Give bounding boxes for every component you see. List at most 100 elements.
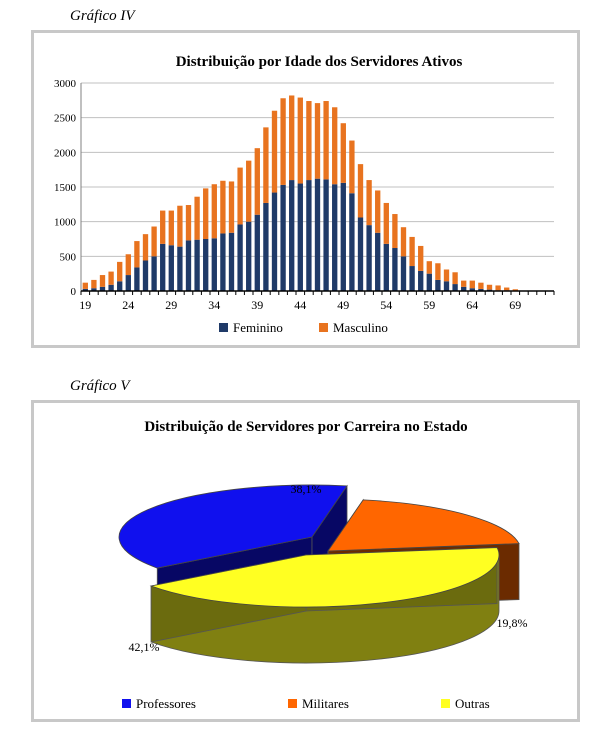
bar-masculino-28 [160,210,166,244]
bar-feminino-63 [461,286,467,291]
bar-masculino-30 [177,205,183,247]
bar-masculino-56 [400,227,407,257]
bar-feminino-27 [151,256,157,291]
y-tick-label: 3000 [54,78,77,90]
bar-masculino-35 [220,180,226,234]
slice-militares [327,499,520,552]
bar-masculino-50 [349,140,355,194]
bar-feminino-50 [349,193,355,291]
bar-masculino-60 [435,263,441,280]
bar-feminino-25 [134,267,140,291]
legend-swatch-militares [288,699,297,708]
bar-feminino-23 [117,281,123,291]
bar-masculino-65 [478,282,484,289]
bar-chart-frame: Distribuição por Idade dos Servidores At… [31,30,580,348]
pie-chart-title: Distribuição de Servidores por Carreira … [144,419,467,435]
x-tick-label: 19 [79,298,91,312]
bar-feminino-21 [99,286,106,291]
legend-swatch-masculino [319,323,328,332]
bar-feminino-53 [375,232,381,291]
bar-feminino-60 [435,279,441,291]
bar-feminino-20 [91,288,97,291]
y-tick-label: 0 [71,286,77,298]
bar-masculino-64 [469,280,475,289]
bar-masculino-42 [280,98,286,185]
bar-masculino-47 [323,101,329,180]
bar-masculino-45 [306,101,312,181]
bar-masculino-36 [228,181,235,233]
bar-masculino-34 [211,184,217,239]
legend-swatch-professores [122,699,131,708]
bar-masculino-21 [99,275,106,287]
bar-feminino-40 [263,202,269,291]
y-tick-label: 2500 [54,113,77,125]
legend-label-outras: Outras [455,696,490,711]
bar-chart-bars [82,95,518,291]
x-tick-label: 69 [509,298,521,312]
bar-masculino-38 [246,160,252,222]
bar-chart-legend: Feminino Masculino [219,320,388,335]
bar-feminino-58 [418,270,424,291]
bar-masculino-41 [271,110,278,193]
bar-feminino-59 [426,273,432,291]
x-tick-label: 64 [466,298,478,312]
bar-feminino-45 [306,180,312,291]
bar-masculino-33 [203,188,209,239]
slice-outras [149,547,500,608]
bar-masculino-32 [194,196,200,240]
bar-masculino-39 [254,148,260,215]
bar-masculino-46 [314,103,321,179]
x-tick-label: 54 [380,298,392,312]
bar-masculino-24 [125,254,131,276]
x-tick-label: 29 [165,298,177,312]
bar-masculino-31 [185,205,192,241]
bar-masculino-44 [297,97,303,184]
bar-feminino-41 [271,192,278,291]
x-tick-label: 59 [423,298,435,312]
bar-feminino-44 [297,183,303,291]
bar-masculino-29 [168,210,174,246]
bar-feminino-26 [142,260,149,291]
bar-feminino-39 [254,214,260,291]
bar-masculino-58 [418,245,424,271]
y-tick-label: 2000 [54,147,77,159]
bar-feminino-43 [289,180,295,291]
bar-masculino-66 [486,284,493,290]
bar-feminino-47 [323,179,329,291]
bar-feminino-51 [357,217,364,291]
bar-masculino-59 [426,261,432,274]
x-tick-label: 34 [208,298,220,312]
y-tick-label: 1000 [54,217,77,229]
slice-label-professores: 38,1% [291,482,322,496]
legend-label-militares: Militares [302,696,349,711]
x-tick-label: 44 [294,298,306,312]
legend-label-feminino: Feminino [233,320,283,335]
bar-feminino-22 [108,284,114,291]
bar-masculino-37 [237,167,243,225]
pie-chart-frame: Distribuição de Servidores por Carreira … [31,400,580,722]
pie-chart: Distribuição de Servidores por Carreira … [118,419,528,711]
bar-feminino-24 [125,275,131,291]
bar-masculino-52 [366,180,372,226]
bar-chart-x-axis: 19 24 29 34 39 44 49 54 59 64 69 [79,290,555,312]
bar-feminino-31 [185,240,192,291]
bar-feminino-19 [82,288,88,291]
bar-chart-y-axis: 0 500 1000 1500 2000 2500 3000 [54,78,82,298]
pie-chart-legend: Professores Militares Outras [122,696,490,711]
bar-feminino-42 [280,184,286,291]
bar-masculino-54 [383,202,389,244]
slice-professores [118,484,348,569]
bar-feminino-38 [246,221,252,291]
chart-caption-v: Gráfico V [70,378,130,394]
bar-feminino-36 [228,232,235,291]
bar-masculino-69 [512,289,518,291]
bar-feminino-29 [168,245,174,291]
bar-feminino-52 [366,225,372,291]
bar-masculino-48 [332,107,338,185]
x-tick-label: 24 [122,298,134,312]
bar-feminino-28 [160,243,166,291]
bar-masculino-22 [108,271,114,285]
bar-masculino-26 [142,234,149,261]
bar-feminino-46 [314,178,321,291]
bar-feminino-30 [177,246,183,291]
